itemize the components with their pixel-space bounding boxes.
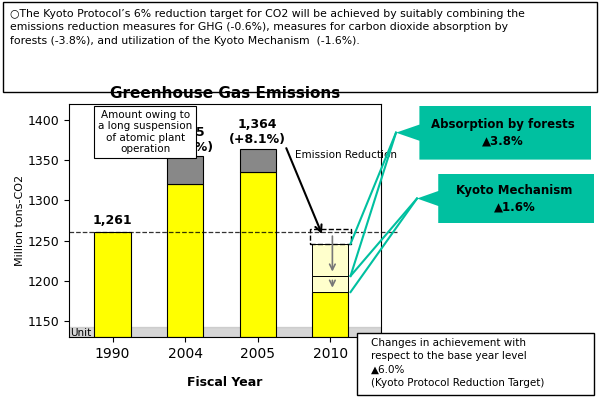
Text: Emission Reduction: Emission Reduction bbox=[295, 150, 397, 160]
Bar bbox=[167, 184, 203, 337]
Bar bbox=[312, 244, 349, 276]
Text: Unit: Unit bbox=[70, 328, 92, 338]
Bar bbox=[69, 328, 381, 337]
Polygon shape bbox=[396, 106, 591, 160]
Text: ○The Kyoto Protocol’s 6% reduction target for CO2 will be achieved by suitably c: ○The Kyoto Protocol’s 6% reduction targe… bbox=[10, 9, 525, 45]
Polygon shape bbox=[417, 174, 594, 223]
Text: Changes in achievement with
respect to the base year level
▲6.0%
(Kyoto Protocol: Changes in achievement with respect to t… bbox=[371, 338, 545, 388]
Text: Absorption by forests
▲3.8%: Absorption by forests ▲3.8% bbox=[431, 118, 575, 148]
Bar bbox=[94, 232, 131, 337]
Bar bbox=[312, 292, 349, 337]
Text: 1,364
(+8.1%): 1,364 (+8.1%) bbox=[229, 119, 286, 146]
Text: 1,261: 1,261 bbox=[93, 214, 133, 227]
Text: Kyoto Mechanism
▲1.6%: Kyoto Mechanism ▲1.6% bbox=[456, 184, 572, 213]
Bar bbox=[312, 276, 349, 292]
Bar bbox=[167, 156, 203, 184]
Text: Fiscal Year: Fiscal Year bbox=[187, 376, 263, 389]
Bar bbox=[310, 229, 350, 244]
Y-axis label: Million tons-CO2: Million tons-CO2 bbox=[15, 175, 25, 266]
Title: Greenhouse Gas Emissions: Greenhouse Gas Emissions bbox=[110, 86, 340, 101]
Text: 1,355
(+7.4%): 1,355 (+7.4%) bbox=[157, 126, 214, 154]
Bar bbox=[239, 172, 276, 337]
Text: Amount owing to
a long suspension
of atomic plant
operation: Amount owing to a long suspension of ato… bbox=[98, 109, 193, 168]
Bar bbox=[239, 149, 276, 172]
